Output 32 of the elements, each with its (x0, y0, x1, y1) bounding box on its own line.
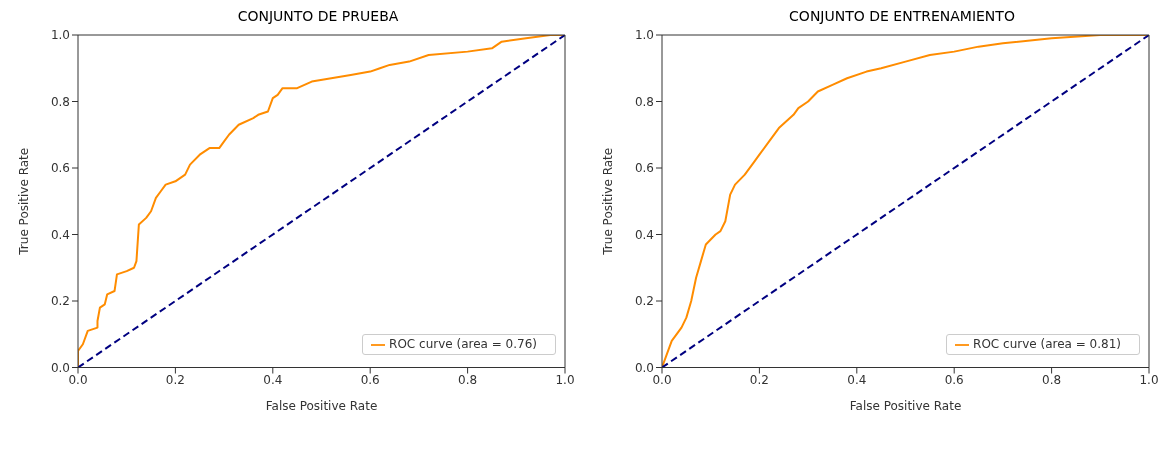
x-tick-label: 0.6 (360, 373, 380, 388)
x-tick-label: 0.0 (652, 373, 672, 388)
chart-title: CONJUNTO DE ENTRENAMIENTO (788, 8, 1016, 26)
y-tick-label: 0.0 (634, 360, 654, 375)
x-tick-label: 0.4 (263, 373, 283, 388)
y-tick-label: 0.6 (50, 161, 70, 176)
y-axis-title: True Positive Rate (601, 147, 616, 256)
x-tick-label: 1.0 (555, 373, 575, 388)
y-tick-label: 0.0 (50, 360, 70, 375)
x-tick-label: 0.2 (749, 373, 769, 388)
legend-label: ROC curve (area = 0.81) (973, 337, 1121, 351)
y-tick-label: 0.4 (634, 227, 654, 242)
y-tick-label: 0.6 (634, 161, 654, 176)
y-tick-label: 1.0 (50, 28, 70, 43)
legend-label: ROC curve (area = 0.76) (389, 337, 537, 351)
x-tick-label: 0.4 (847, 373, 867, 388)
y-tick-label: 1.0 (634, 28, 654, 43)
x-axis-title: False Positive Rate (265, 398, 378, 413)
x-tick-label: 0.2 (165, 373, 185, 388)
y-tick-label: 0.8 (634, 94, 654, 109)
y-tick-label: 0.8 (50, 94, 70, 109)
y-tick-label: 0.2 (50, 294, 70, 309)
chart-title: CONJUNTO DE PRUEBA (236, 8, 400, 26)
x-tick-label: 0.8 (458, 373, 478, 388)
x-tick-label: 0.8 (1042, 373, 1062, 388)
y-tick-label: 0.4 (50, 227, 70, 242)
y-axis-title: True Positive Rate (17, 147, 32, 256)
x-tick-label: 0.6 (944, 373, 964, 388)
y-tick-label: 0.2 (634, 294, 654, 309)
x-tick-label: 0.0 (68, 373, 88, 388)
x-axis-title: False Positive Rate (849, 398, 962, 413)
x-tick-label: 1.0 (1139, 373, 1159, 388)
